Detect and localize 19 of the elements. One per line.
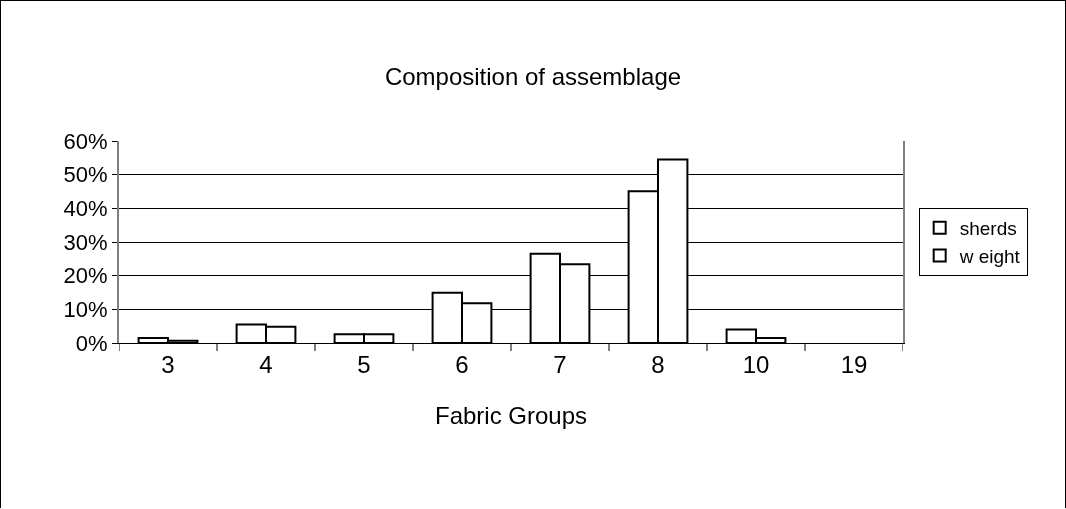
x-tick-label: 19 — [840, 350, 868, 378]
y-tick-label: 50% — [63, 162, 108, 188]
x-tick-label: 10 — [742, 350, 770, 378]
chart-title: Composition of assemblage — [384, 63, 682, 91]
x-axis-title: Fabric Groups — [434, 402, 588, 430]
y-tick-label: 60% — [63, 128, 108, 154]
x-tick-label: 8 — [651, 350, 665, 378]
legend-label: w eight — [958, 245, 1021, 267]
x-tick-label: 3 — [161, 350, 175, 378]
y-tick-label: 40% — [63, 196, 108, 222]
y-tick-label: 10% — [63, 297, 108, 323]
x-tick-label: 5 — [357, 350, 371, 378]
x-tick-label: 6 — [455, 350, 469, 378]
x-tick-label: 7 — [553, 350, 567, 378]
legend-label: sherds — [959, 218, 1017, 240]
y-tick-label: 20% — [63, 263, 108, 289]
y-tick-label: 0% — [75, 330, 108, 356]
x-tick-label: 4 — [259, 350, 273, 378]
y-tick-label: 30% — [63, 229, 108, 255]
